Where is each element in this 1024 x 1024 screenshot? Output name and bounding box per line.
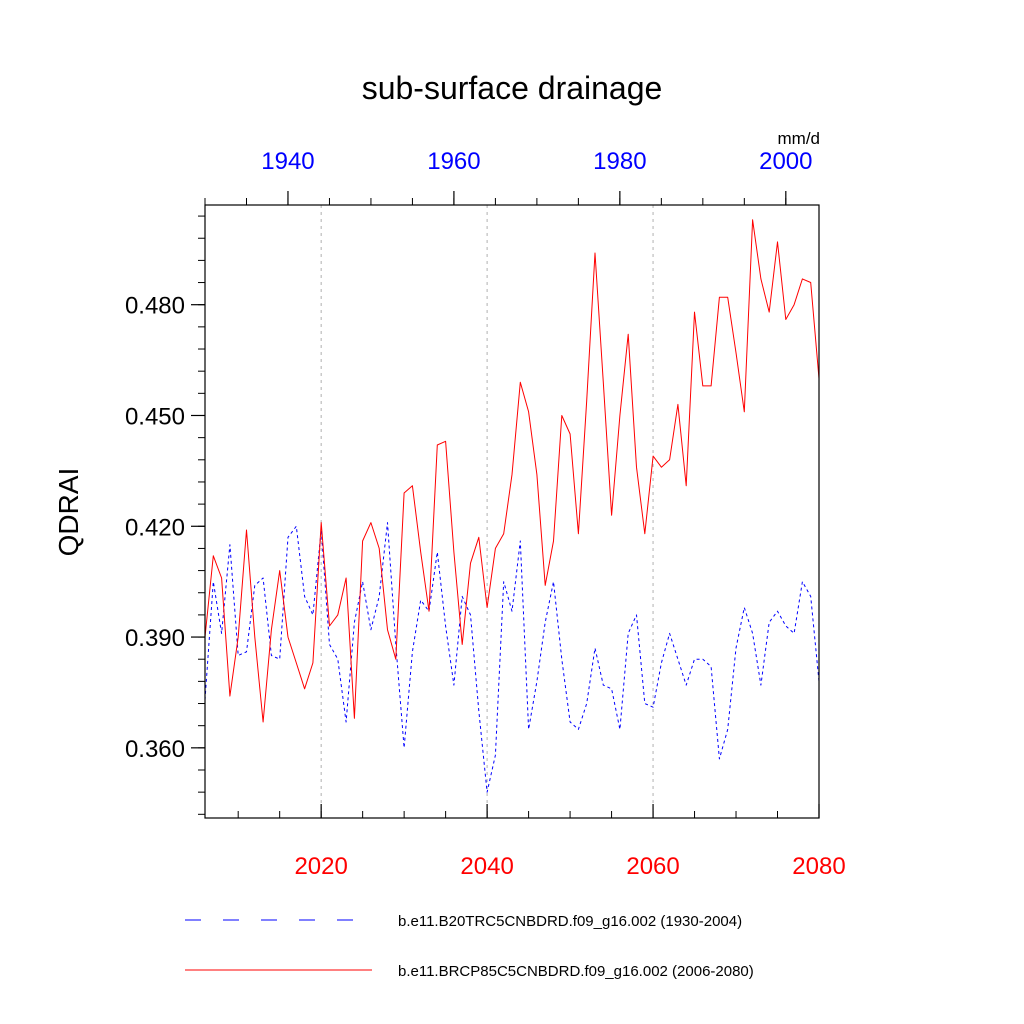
bottom-tick-label: 2040 (460, 853, 513, 880)
legend-label-rcp85: b.e11.BRCP85C5CNBDRD.f09_g16.002 (2006-2… (398, 963, 754, 980)
y-axis-label: QDRAI (53, 468, 84, 557)
top-x-axis: 1940 1960 1980 2000 (204, 148, 813, 205)
bottom-tick-label: 2080 (792, 853, 845, 880)
plot-frame (204, 204, 820, 819)
legend-label-historical: b.e11.B20TRC5CNBDRD.f09_g16.002 (1930-20… (398, 913, 742, 930)
y-axis: 0.360 0.390 0.420 0.450 0.480 (125, 215, 205, 815)
top-tick-label: 2000 (759, 148, 812, 175)
gridlines (320, 205, 654, 818)
top-tick-label: 1960 (427, 148, 480, 175)
y-tick-label: 0.480 (125, 293, 185, 320)
bottom-tick-label: 2020 (294, 853, 347, 880)
top-tick-label: 1940 (261, 148, 314, 175)
series-line-rcp85 (204, 219, 820, 723)
y-tick-label: 0.390 (125, 625, 185, 652)
top-tick-label: 1980 (593, 148, 646, 175)
units-label: mm/d (778, 129, 821, 148)
bottom-x-axis: 2020 2040 2060 2080 (237, 804, 846, 880)
bottom-tick-label: 2060 (626, 853, 679, 880)
legend: b.e11.B20TRC5CNBDRD.f09_g16.002 (1930-20… (185, 913, 754, 980)
chart-title: sub-surface drainage (362, 70, 663, 106)
series-line-historical (204, 522, 820, 793)
series-lines (204, 219, 820, 793)
y-tick-label: 0.420 (125, 514, 185, 541)
y-tick-label: 0.360 (125, 736, 185, 763)
y-tick-label: 0.450 (125, 403, 185, 430)
